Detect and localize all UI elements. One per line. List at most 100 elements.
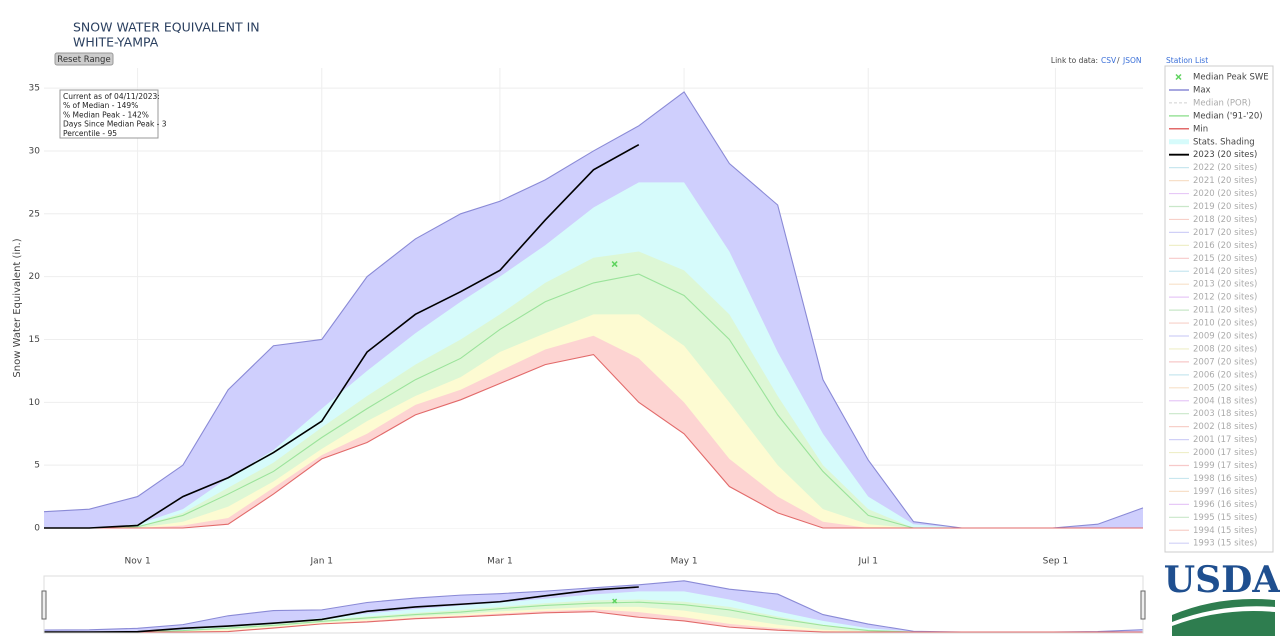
legend-label[interactable]: 2016 (20 sites) bbox=[1193, 241, 1257, 251]
legend-label[interactable]: 2007 (20 sites) bbox=[1193, 357, 1257, 367]
legend-item[interactable]: 2008 (20 sites) bbox=[1169, 344, 1257, 354]
legend-label[interactable]: 2021 (20 sites) bbox=[1193, 176, 1257, 186]
legend-item[interactable]: 2011 (20 sites) bbox=[1169, 306, 1257, 316]
legend-item[interactable]: Max bbox=[1169, 85, 1211, 95]
legend-item[interactable]: 2005 (20 sites) bbox=[1169, 383, 1257, 393]
legend-item[interactable]: 1996 (16 sites) bbox=[1169, 500, 1257, 510]
legend-item[interactable]: Median (POR) bbox=[1169, 98, 1251, 108]
legend-item[interactable]: Stats. Shading bbox=[1169, 137, 1255, 147]
legend-label[interactable]: 2019 (20 sites) bbox=[1193, 202, 1257, 212]
legend-item[interactable]: 2023 (20 sites) bbox=[1169, 150, 1257, 160]
y-tick-label: 20 bbox=[29, 272, 41, 282]
annotation-line: Days Since Median Peak - 3 bbox=[63, 120, 167, 129]
legend-item[interactable]: 2019 (20 sites) bbox=[1169, 202, 1257, 212]
legend-item[interactable]: 2020 (20 sites) bbox=[1169, 189, 1257, 199]
legend-label[interactable]: Median ('91-'20) bbox=[1193, 111, 1263, 121]
reset-button-bg[interactable] bbox=[54, 52, 114, 66]
legend-label[interactable]: 1997 (16 sites) bbox=[1193, 487, 1257, 497]
legend-label[interactable]: 2011 (20 sites) bbox=[1193, 306, 1257, 316]
csv-link[interactable]: CSV bbox=[1101, 56, 1117, 65]
reset-button[interactable]: Reset Range bbox=[54, 52, 114, 66]
y-tick-label: 0 bbox=[34, 524, 40, 534]
legend-label[interactable]: 2003 (18 sites) bbox=[1193, 409, 1257, 419]
legend-label[interactable]: 1999 (17 sites) bbox=[1193, 461, 1257, 471]
annotation-line: % Median Peak - 142% bbox=[63, 110, 149, 119]
legend-item[interactable]: Median Peak SWE bbox=[1175, 73, 1269, 83]
legend-item[interactable]: 2004 (18 sites) bbox=[1169, 396, 1257, 406]
legend-item[interactable]: 2012 (20 sites) bbox=[1169, 293, 1257, 303]
usda-logo: USDA bbox=[1164, 559, 1280, 636]
legend-item[interactable]: 1993 (15 sites) bbox=[1169, 539, 1257, 549]
legend-item[interactable]: 2015 (20 sites) bbox=[1169, 254, 1257, 264]
x-tick-label: May 1 bbox=[670, 557, 697, 567]
legend-label[interactable]: 1996 (16 sites) bbox=[1193, 500, 1257, 510]
legend-item[interactable]: 1999 (17 sites) bbox=[1169, 461, 1257, 471]
legend-label[interactable]: 1994 (15 sites) bbox=[1193, 526, 1257, 536]
legend-item[interactable]: Median ('91-'20) bbox=[1169, 111, 1263, 121]
legend-label[interactable]: 2000 (17 sites) bbox=[1193, 448, 1257, 458]
legend-label[interactable]: 2023 (20 sites) bbox=[1193, 150, 1257, 160]
y-tick-label: 30 bbox=[29, 146, 41, 156]
legend-label[interactable]: 2020 (20 sites) bbox=[1193, 189, 1257, 199]
legend-item[interactable]: 1995 (15 sites) bbox=[1169, 513, 1257, 523]
legend-item[interactable]: 2018 (20 sites) bbox=[1169, 215, 1257, 225]
legend-label[interactable]: 2001 (17 sites) bbox=[1193, 435, 1257, 445]
legend-item[interactable]: 2014 (20 sites) bbox=[1169, 267, 1257, 277]
legend-item[interactable]: 1997 (16 sites) bbox=[1169, 487, 1257, 497]
legend-label[interactable]: 2018 (20 sites) bbox=[1193, 215, 1257, 225]
range-slider-handle[interactable] bbox=[41, 590, 47, 620]
station-list-link[interactable]: Station List bbox=[1166, 56, 1208, 65]
legend-label[interactable]: 2014 (20 sites) bbox=[1193, 267, 1257, 277]
legend-item[interactable]: 2010 (20 sites) bbox=[1169, 319, 1257, 329]
legend-item[interactable]: 2009 (20 sites) bbox=[1169, 332, 1257, 342]
series-line bbox=[44, 586, 639, 633]
legend-label[interactable]: Median (POR) bbox=[1193, 98, 1251, 108]
legend-item[interactable]: 2006 (20 sites) bbox=[1169, 370, 1257, 380]
annotation-line: Current as of 04/11/2023: bbox=[63, 92, 160, 101]
median-peak-marker bbox=[611, 261, 618, 268]
legend-label[interactable]: 2012 (20 sites) bbox=[1193, 293, 1257, 303]
legend-label[interactable]: 1998 (16 sites) bbox=[1193, 474, 1257, 484]
legend-item[interactable]: 2021 (20 sites) bbox=[1169, 176, 1257, 186]
legend-item[interactable]: 2003 (18 sites) bbox=[1169, 409, 1257, 419]
y-tick-label: 35 bbox=[29, 84, 40, 94]
legend-label[interactable]: 2013 (20 sites) bbox=[1193, 280, 1257, 290]
legend-label[interactable]: 2002 (18 sites) bbox=[1193, 422, 1257, 432]
legend-label[interactable]: 2008 (20 sites) bbox=[1193, 344, 1257, 354]
legend-label[interactable]: 2015 (20 sites) bbox=[1193, 254, 1257, 264]
legend-label[interactable]: 2017 (20 sites) bbox=[1193, 228, 1257, 238]
x-tick-label: Nov 1 bbox=[125, 557, 151, 567]
legend-item[interactable]: 2016 (20 sites) bbox=[1169, 241, 1257, 251]
legend-label[interactable]: 2010 (20 sites) bbox=[1193, 319, 1257, 329]
logo-swoosh bbox=[1172, 599, 1275, 622]
legend-label[interactable]: 2005 (20 sites) bbox=[1193, 383, 1257, 393]
legend-label[interactable]: 2009 (20 sites) bbox=[1193, 332, 1257, 342]
legend-label[interactable]: 2022 (20 sites) bbox=[1193, 163, 1257, 173]
legend-item[interactable]: 2013 (20 sites) bbox=[1169, 280, 1257, 290]
legend-label[interactable]: 2004 (18 sites) bbox=[1193, 396, 1257, 406]
legend-label[interactable]: Min bbox=[1193, 124, 1208, 134]
json-link[interactable]: JSON bbox=[1122, 56, 1142, 65]
shading-floor bbox=[44, 611, 1143, 632]
legend-item[interactable]: 1994 (15 sites) bbox=[1169, 526, 1257, 536]
range-slider-handle[interactable] bbox=[1140, 590, 1146, 620]
legend-label[interactable]: Stats. Shading bbox=[1193, 137, 1255, 147]
legend-item[interactable]: Min bbox=[1169, 124, 1208, 134]
legend-item[interactable]: 2001 (17 sites) bbox=[1169, 435, 1257, 445]
legend-item[interactable]: 1998 (16 sites) bbox=[1169, 474, 1257, 484]
legend-item[interactable]: 2000 (17 sites) bbox=[1169, 448, 1257, 458]
reset-button-label[interactable]: Reset Range bbox=[57, 55, 110, 65]
annotation-box bbox=[59, 89, 159, 139]
link-separator: / bbox=[1117, 56, 1120, 65]
legend-item[interactable]: 2002 (18 sites) bbox=[1169, 422, 1257, 432]
series-line bbox=[44, 143, 640, 529]
legend-item[interactable]: 2017 (20 sites) bbox=[1169, 228, 1257, 238]
legend-item[interactable]: 2022 (20 sites) bbox=[1169, 163, 1257, 173]
series-line bbox=[44, 353, 1143, 529]
legend-label[interactable]: 2006 (20 sites) bbox=[1193, 370, 1257, 380]
legend-label[interactable]: Max bbox=[1193, 85, 1211, 95]
legend-item[interactable]: 2007 (20 sites) bbox=[1169, 357, 1257, 367]
legend-label[interactable]: 1995 (15 sites) bbox=[1193, 513, 1257, 523]
legend-label[interactable]: 1993 (15 sites) bbox=[1193, 539, 1257, 549]
legend-label[interactable]: Median Peak SWE bbox=[1193, 73, 1269, 83]
